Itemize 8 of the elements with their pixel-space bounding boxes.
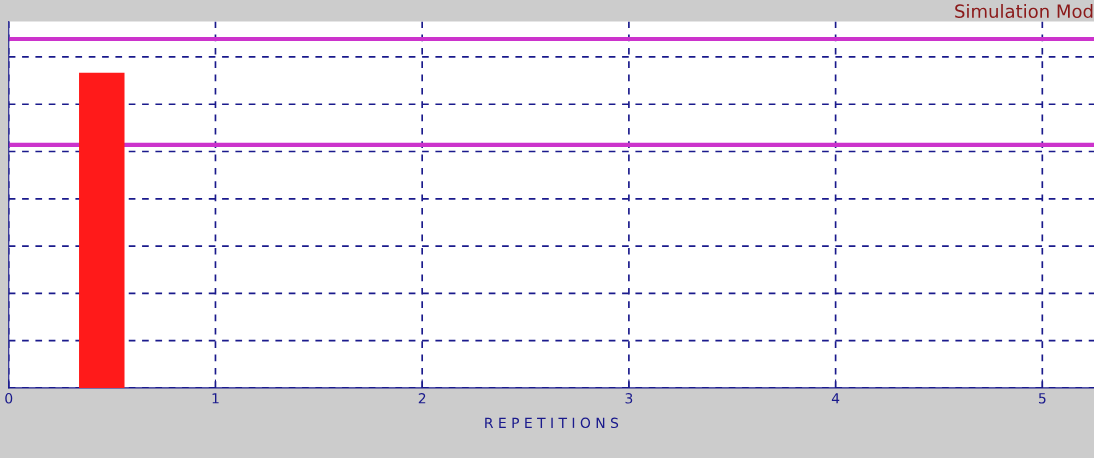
x-tick-label: 2 bbox=[418, 393, 426, 404]
x-tick-label: 0 bbox=[5, 393, 13, 404]
chart-title: Simulation Mod bbox=[955, 4, 1093, 19]
x-tick-label: 1 bbox=[212, 393, 219, 404]
x-tick-label: 5 bbox=[1038, 393, 1046, 404]
x-tick-label: 3 bbox=[625, 393, 633, 404]
x-tick-label: 4 bbox=[831, 393, 840, 404]
x-axis-title: R E P E T I T I O N S bbox=[485, 417, 619, 429]
